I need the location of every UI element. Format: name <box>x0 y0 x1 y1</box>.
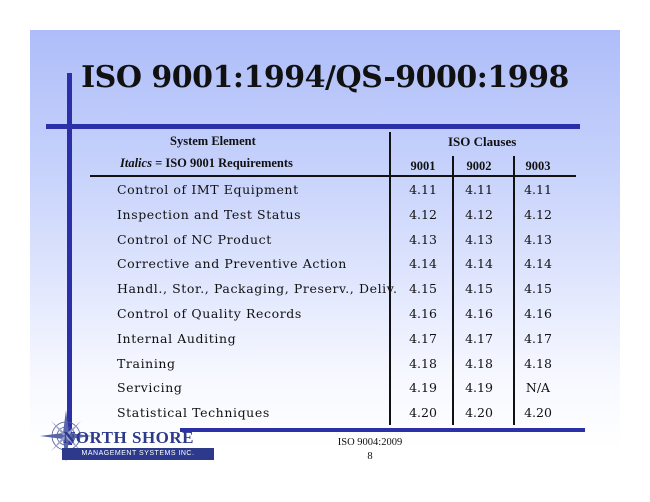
table-row: Control of Quality Records 4.16 4.16 4.16 <box>0 302 650 326</box>
system-element-name: Control of Quality Records <box>117 306 302 321</box>
table-row: Inspection and Test Status 4.12 4.12 4.12 <box>0 203 650 227</box>
table-row: Control of IMT Equipment 4.11 4.11 4.11 <box>0 178 650 202</box>
clause-9003: 4.12 <box>524 206 552 222</box>
clause-9001: 4.15 <box>409 281 437 297</box>
system-element-name: Control of IMT Equipment <box>117 182 299 197</box>
table-row: Handl., Stor., Packaging, Preserv., Deli… <box>0 277 650 301</box>
column-separator-main <box>389 132 391 425</box>
system-element-name: Inspection and Test Status <box>117 206 302 222</box>
clause-9002: 4.15 <box>465 281 493 297</box>
clause-9003: 4.17 <box>524 330 552 346</box>
system-element-name: Statistical Techniques <box>117 405 270 421</box>
clause-9002: 4.11 <box>465 182 493 197</box>
system-element-name: Control of NC Product <box>117 231 272 247</box>
clause-9002: 4.20 <box>465 405 493 421</box>
clause-9003: 4.18 <box>524 355 552 371</box>
footer-page-number: 8 <box>367 451 373 462</box>
vertical-accent-line <box>67 73 72 445</box>
system-element-name: Corrective and Preventive Action <box>117 256 347 272</box>
clause-9002: 4.16 <box>465 306 493 321</box>
table-row: Corrective and Preventive Action 4.14 4.14… <box>0 252 650 276</box>
header-system-element: System Element <box>170 134 256 148</box>
header-col-9002: 9002 <box>466 159 492 173</box>
clause-9002: 4.13 <box>465 231 493 247</box>
system-element-name: Servicing <box>117 380 183 396</box>
slide-title: ISO 9001:1994/QS-9000:1998 <box>81 60 569 95</box>
clause-9002: 4.17 <box>465 330 493 346</box>
header-italics-note: Italics = ISO 9001 Requirements <box>120 156 293 171</box>
clause-9001: 4.16 <box>409 306 437 321</box>
logo-brand-text: NORTH SHORE <box>63 428 195 447</box>
clause-9001: 4.18 <box>409 355 437 371</box>
header-rule <box>90 175 576 177</box>
clause-9001: 4.13 <box>409 231 437 247</box>
table-row: Servicing 4.19 4.19 N/A <box>0 376 650 400</box>
compass-rose-icon <box>40 410 92 462</box>
clause-9003: 4.14 <box>524 256 552 272</box>
clause-9001: 4.14 <box>409 256 437 272</box>
slide-background <box>30 30 620 450</box>
clause-9002: 4.19 <box>465 380 493 396</box>
system-element-name: Handl., Stor., Packaging, Preserv., Deli… <box>117 281 398 297</box>
clause-9003: 4.16 <box>524 306 552 321</box>
clause-9003: N/A <box>525 380 551 396</box>
clause-9003: 4.13 <box>524 231 552 247</box>
north-shore-logo: NORTH SHORE MANAGEMENT SYSTEMS INC. <box>38 408 214 468</box>
italics-rest: = ISO 9001 Requirements <box>151 156 293 170</box>
table-row: Control of NC Product 4.13 4.13 4.13 <box>0 228 650 252</box>
logo-subtitle: MANAGEMENT SYSTEMS INC. <box>62 448 214 460</box>
horizontal-accent-line <box>46 124 580 129</box>
system-element-name: Training <box>117 355 176 371</box>
clause-9001: 4.19 <box>409 380 437 396</box>
bottom-accent-line <box>180 428 585 432</box>
clause-9003: 4.15 <box>524 281 552 297</box>
clause-9001: 4.17 <box>409 330 437 346</box>
clause-9001: 4.20 <box>409 405 437 421</box>
clause-9003: 4.20 <box>524 405 552 421</box>
system-element-name: Internal Auditing <box>117 330 237 346</box>
clause-9001: 4.12 <box>409 206 437 222</box>
table-row: Training 4.18 4.18 4.18 <box>0 352 650 376</box>
header-iso-clauses: ISO Clauses <box>448 134 517 149</box>
clause-9002: 4.12 <box>465 206 493 222</box>
clause-9003: 4.11 <box>524 182 552 197</box>
column-separator-9002 <box>452 156 454 425</box>
column-separator-9003 <box>513 156 515 425</box>
footer-standard: ISO 9004:2009 <box>337 437 403 448</box>
table-row: Internal Auditing 4.17 4.17 4.17 <box>0 327 650 351</box>
italics-word: Italics <box>120 156 152 170</box>
header-col-9003: 9003 <box>525 159 551 173</box>
header-col-9001: 9001 <box>410 159 436 173</box>
table-row: Statistical Techniques 4.20 4.20 4.20 <box>0 401 650 425</box>
clause-9002: 4.18 <box>465 355 493 371</box>
clause-9001: 4.11 <box>409 182 437 197</box>
clause-9002: 4.14 <box>465 256 493 272</box>
